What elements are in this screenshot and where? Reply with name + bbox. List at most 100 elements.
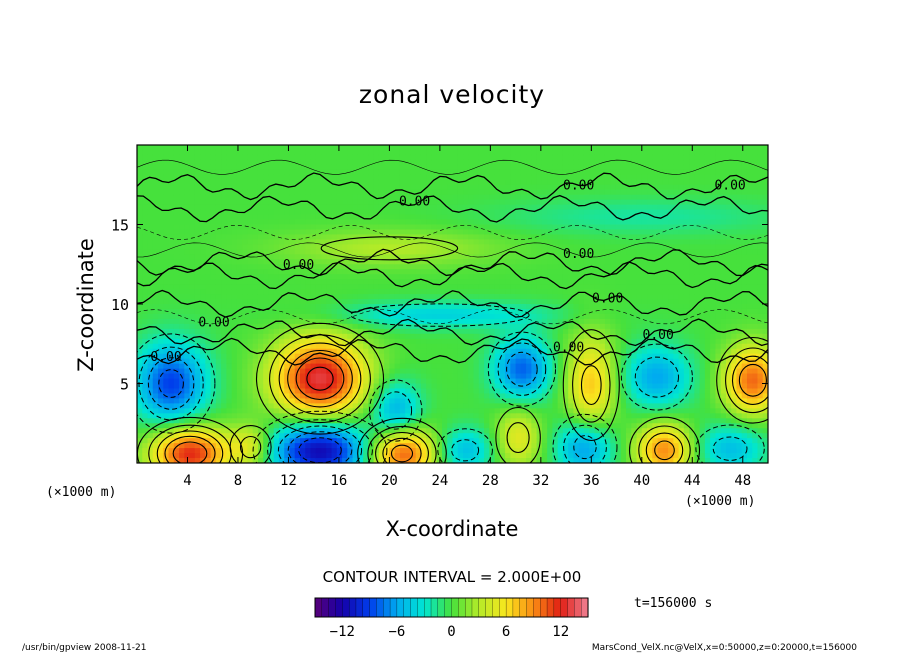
field-cell: [531, 318, 538, 325]
field-cell: [389, 264, 396, 270]
field-cell: [531, 428, 538, 434]
field-cell: [489, 413, 496, 419]
field-cell: [505, 159, 511, 166]
field-cell: [373, 149, 380, 156]
field-cell: [405, 373, 412, 380]
field-cell: [415, 184, 422, 191]
field-cell: [152, 209, 159, 216]
field-cell: [184, 448, 191, 454]
field-cell: [373, 438, 380, 444]
field-cell: [415, 313, 422, 320]
field-cell: [363, 264, 369, 270]
field-cell: [236, 299, 243, 305]
field-cell: [331, 154, 338, 161]
field-cell: [484, 299, 490, 305]
field-cell: [252, 418, 259, 424]
field-cell: [163, 308, 170, 315]
field-cell: [541, 398, 548, 404]
field-cell: [457, 145, 464, 151]
field-cell: [368, 174, 375, 181]
field-cell: [289, 428, 296, 434]
field-cell: [347, 199, 354, 206]
field-cell: [363, 289, 369, 295]
field-cell: [200, 145, 206, 151]
field-cell: [431, 169, 438, 176]
field-cell: [526, 254, 532, 260]
field-cell: [315, 174, 322, 181]
field-cell: [520, 189, 527, 196]
field-cell: [210, 159, 217, 166]
field-cell: [384, 169, 390, 176]
field-cell: [447, 383, 454, 390]
field-cell: [168, 318, 175, 325]
field-cell: [473, 179, 480, 186]
field-cell: [405, 289, 412, 295]
field-cell: [263, 269, 270, 275]
field-cell: [505, 328, 511, 335]
field-cell: [515, 358, 522, 365]
field-cell: [284, 338, 291, 345]
field-cell: [321, 164, 327, 171]
field-cell: [242, 418, 249, 424]
field-cell: [431, 234, 438, 241]
field-cell: [499, 284, 506, 290]
field-cell: [484, 403, 490, 409]
field-cell: [505, 269, 511, 275]
field-cell: [173, 388, 180, 395]
field-cell: [347, 358, 354, 365]
field-cell: [363, 239, 369, 245]
field-cell: [236, 184, 243, 191]
field-cell: [484, 189, 490, 196]
field-cell: [200, 398, 206, 404]
field-cell: [399, 428, 406, 434]
field-cell: [505, 154, 511, 161]
field-cell: [536, 159, 543, 166]
field-cell: [384, 264, 390, 270]
field-cell: [147, 204, 154, 211]
field-cell: [463, 383, 469, 390]
field-cell: [305, 308, 312, 315]
field-cell: [310, 294, 317, 300]
field-cell: [294, 448, 301, 454]
field-cell: [457, 348, 464, 355]
field-cell: [420, 373, 427, 380]
field-cell: [457, 249, 464, 255]
field-cell: [179, 239, 185, 245]
field-cell: [326, 154, 333, 161]
field-cell: [436, 179, 443, 186]
field-cell: [541, 234, 548, 241]
field-cell: [368, 249, 375, 255]
field-cell: [273, 229, 280, 236]
field-cell: [142, 423, 149, 429]
field-cell: [478, 169, 485, 176]
field-cell: [200, 373, 206, 380]
field-cell: [284, 264, 291, 270]
field-cell: [441, 438, 448, 444]
field-cell: [273, 403, 280, 409]
field-cell: [158, 289, 164, 295]
field-cell: [536, 219, 543, 226]
field-cell: [342, 368, 348, 375]
field-cell: [137, 408, 143, 414]
field-cell: [489, 373, 496, 380]
field-cell: [494, 393, 501, 400]
field-cell: [526, 418, 532, 424]
field-cell: [342, 244, 348, 250]
field-cell: [310, 279, 317, 285]
field-cell: [510, 294, 517, 300]
field-cell: [494, 418, 501, 424]
field-cell: [484, 388, 490, 395]
field-cell: [484, 363, 490, 370]
field-cell: [473, 323, 480, 330]
field-cell: [368, 358, 375, 365]
field-cell: [336, 145, 343, 151]
field-cell: [373, 279, 380, 285]
field-cell: [347, 154, 354, 161]
field-cell: [284, 145, 291, 151]
field-cell: [541, 338, 548, 345]
field-cell: [215, 224, 222, 231]
field-cell: [394, 363, 401, 370]
field-cell: [510, 154, 517, 161]
field-cell: [231, 199, 238, 206]
field-cell: [357, 229, 364, 236]
